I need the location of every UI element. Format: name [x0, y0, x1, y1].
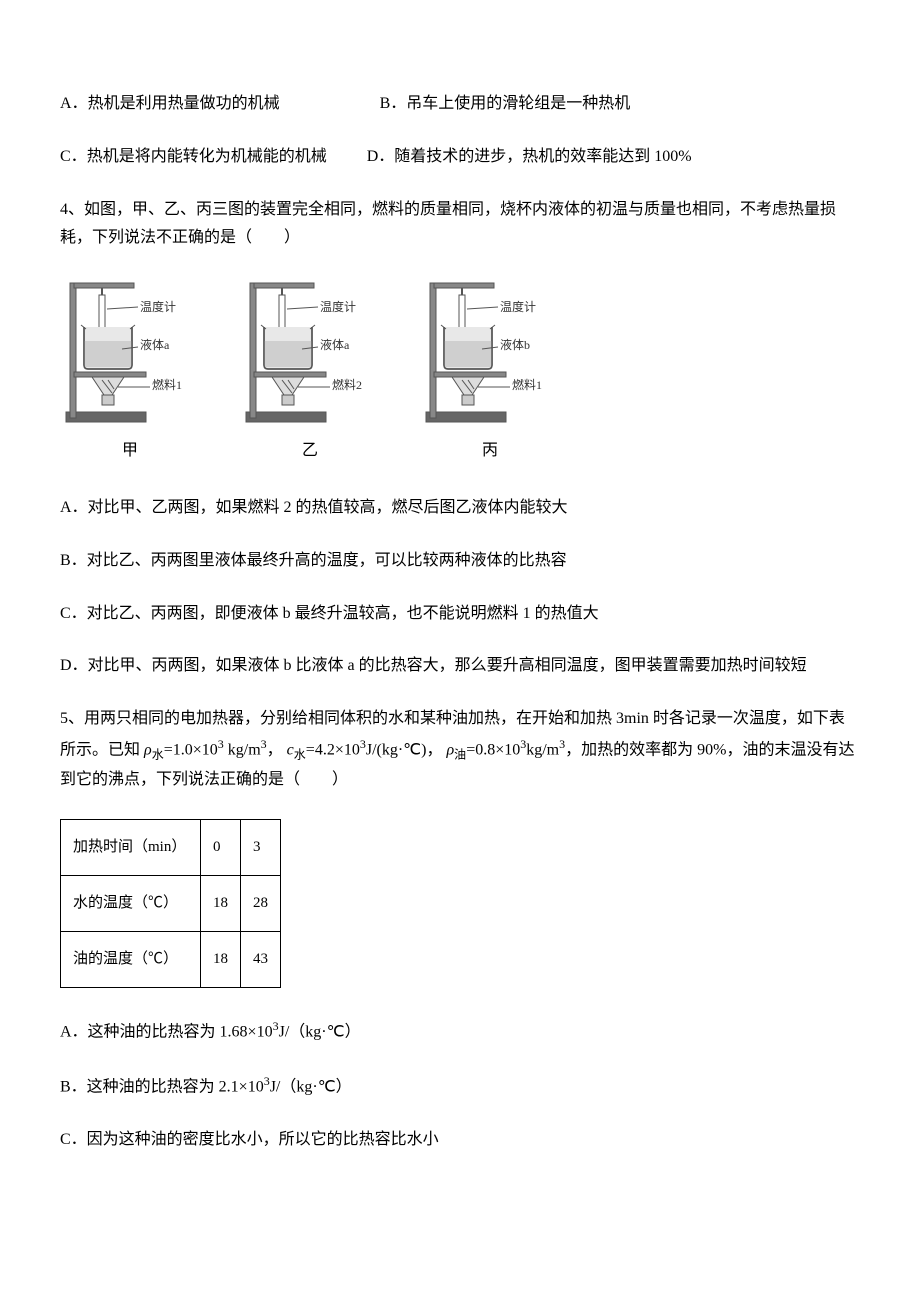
apparatus-icon: 温度计 液体b 燃料1	[420, 277, 560, 427]
option-label: A．	[60, 95, 88, 112]
q3-option-c: C．热机是将内能转化为机械能的机械	[60, 143, 327, 172]
option-label: B．	[380, 95, 407, 112]
opt-prefix: B．这种油的比热容为 2.1×10	[60, 1078, 264, 1095]
opt-suffix: J/（kg·℃）	[270, 1078, 352, 1095]
fuel-label: 燃料2	[332, 377, 362, 392]
q3-option-b: B．吊车上使用的滑轮组是一种热机	[380, 90, 631, 119]
thermometer-label: 温度计	[140, 299, 176, 314]
c-water-val: =4.2×10	[306, 741, 360, 758]
q5-option-a: A．这种油的比热容为 1.68×103J/（kg·℃）	[60, 1016, 860, 1047]
table-row: 油的温度（℃） 18 43	[61, 931, 281, 987]
unit: J/(kg·℃)，	[366, 741, 443, 758]
q4-option-c: C．对比乙、丙两图，即便液体 b 最终升温较高，也不能说明燃料 1 的热值大	[60, 600, 860, 629]
q5-data-table: 加热时间（min） 0 3 水的温度（℃） 18 28 油的温度（℃） 18 4…	[60, 819, 281, 988]
diagram-bing: 温度计 液体b 燃料1 丙	[420, 277, 560, 466]
liquid-label: 液体a	[140, 337, 170, 352]
opt-prefix: A．这种油的比热容为 1.68×10	[60, 1023, 273, 1040]
q5-option-b: B．这种油的比热容为 2.1×103J/（kg·℃）	[60, 1071, 860, 1102]
q3-option-d: D．随着技术的进步，热机的效率能达到 100%	[367, 143, 692, 172]
option-text: 吊车上使用的滑轮组是一种热机	[406, 95, 630, 112]
option-text: 热机是将内能转化为机械能的机械	[87, 148, 327, 165]
q4-option-d: D．对比甲、丙两图，如果液体 b 比液体 a 的比热容大，那么要升高相同温度，图…	[60, 652, 860, 681]
cell: 28	[241, 875, 281, 931]
cell: 0	[201, 819, 241, 875]
apparatus-icon: 温度计 液体a 燃料1	[60, 277, 200, 427]
rho-water-val: =1.0×10	[164, 741, 218, 758]
diagram-jia: 温度计 液体a 燃料1 甲	[60, 277, 200, 466]
unit: kg/m	[526, 741, 559, 758]
option-label: C．	[60, 148, 87, 165]
cell: 3	[241, 819, 281, 875]
unit: kg/m	[224, 741, 261, 758]
diagram-caption: 丙	[482, 437, 498, 466]
option-text: 随着技术的进步，热机的效率能达到 100%	[394, 148, 691, 165]
liquid-label: 液体b	[500, 337, 530, 352]
thermometer-label: 温度计	[500, 299, 536, 314]
fuel-label: 燃料1	[152, 377, 182, 392]
thermometer-label: 温度计	[320, 299, 356, 314]
cell: 43	[241, 931, 281, 987]
q3-options-row1: A．热机是利用热量做功的机械 B．吊车上使用的滑轮组是一种热机	[60, 90, 860, 119]
cell: 18	[201, 875, 241, 931]
rho-water-sub: 水	[152, 747, 164, 761]
option-label: D．	[367, 148, 395, 165]
comma: ，	[267, 741, 283, 758]
table-row: 加热时间（min） 0 3	[61, 819, 281, 875]
diagram-caption: 甲	[122, 437, 138, 466]
diagram-caption: 乙	[302, 437, 318, 466]
fuel-label: 燃料1	[512, 377, 542, 392]
cell: 油的温度（℃）	[61, 931, 201, 987]
opt-suffix: J/（kg·℃）	[279, 1023, 361, 1040]
rho-water-symbol: ρ	[144, 741, 152, 758]
apparatus-icon: 温度计 液体a 燃料2	[240, 277, 380, 427]
q4-stem: 4、如图，甲、乙、丙三图的装置完全相同，燃料的质量相同，烧杯内液体的初温与质量也…	[60, 196, 860, 254]
q4-option-b: B．对比乙、丙两图里液体最终升高的温度，可以比较两种液体的比热容	[60, 547, 860, 576]
q4-diagrams: 温度计 液体a 燃料1 甲 温度计	[60, 277, 860, 466]
liquid-label: 液体a	[320, 337, 350, 352]
rho-oil-sub: 油	[454, 747, 466, 761]
table-row: 水的温度（℃） 18 28	[61, 875, 281, 931]
c-water-sub: 水	[294, 747, 306, 761]
cell: 18	[201, 931, 241, 987]
q5-option-c: C．因为这种油的密度比水小，所以它的比热容比水小	[60, 1126, 860, 1155]
diagram-yi: 温度计 液体a 燃料2 乙	[240, 277, 380, 466]
c-water-symbol: c	[287, 741, 294, 758]
rho-oil-val: =0.8×10	[466, 741, 520, 758]
q4-option-a: A．对比甲、乙两图，如果燃料 2 的热值较高，燃尽后图乙液体内能较大	[60, 494, 860, 523]
q3-option-a: A．热机是利用热量做功的机械	[60, 90, 280, 119]
q3-options-row2: C．热机是将内能转化为机械能的机械 D．随着技术的进步，热机的效率能达到 100…	[60, 143, 860, 172]
q5-stem: 5、用两只相同的电加热器，分别给相同体积的水和某种油加热，在开始和加热 3min…	[60, 705, 860, 795]
option-text: 热机是利用热量做功的机械	[88, 95, 280, 112]
cell: 水的温度（℃）	[61, 875, 201, 931]
cell: 加热时间（min）	[61, 819, 201, 875]
